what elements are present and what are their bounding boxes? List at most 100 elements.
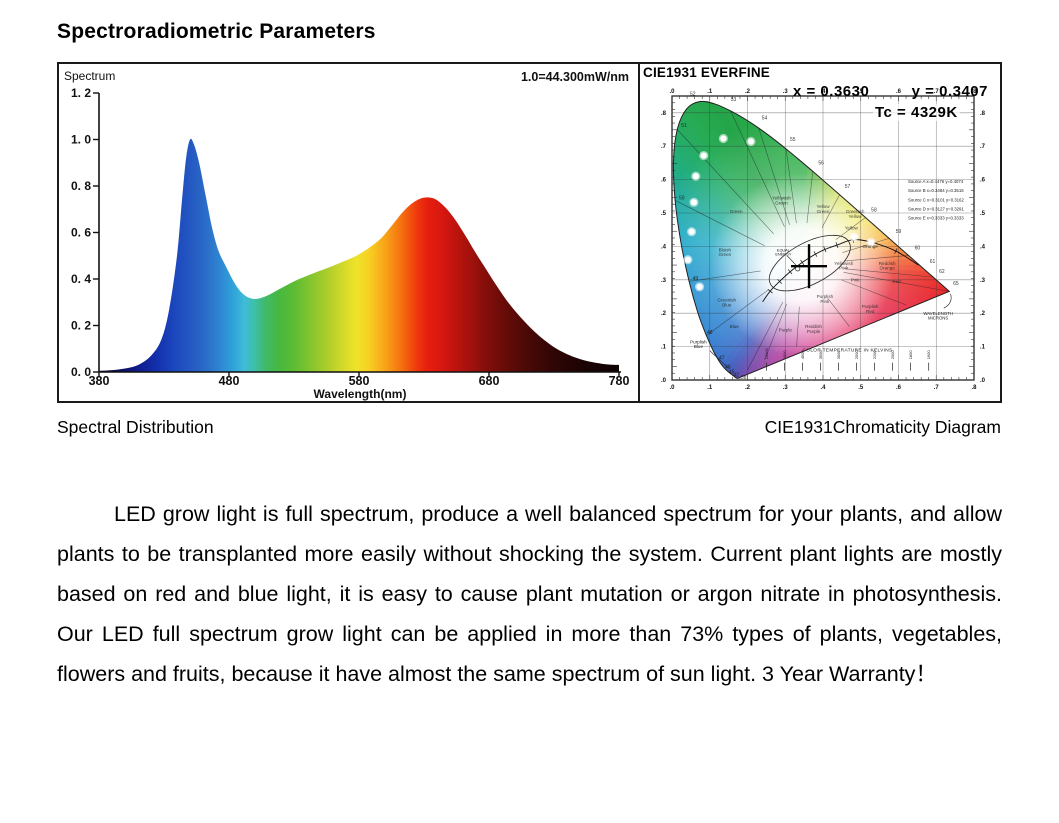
svg-text:4500: 4500 <box>800 350 805 360</box>
svg-text:.3: .3 <box>783 385 789 391</box>
svg-text:.6: .6 <box>661 178 667 184</box>
svg-text:0. 8: 0. 8 <box>71 179 91 193</box>
svg-text:50: 50 <box>679 196 685 202</box>
svg-text:Yellow: Yellow <box>845 226 859 231</box>
svg-text:Spectrum: Spectrum <box>64 69 115 83</box>
cie-tc-value: Tc = 4329K <box>873 104 960 121</box>
svg-text:10000: 10000 <box>764 347 769 359</box>
svg-text:48: 48 <box>707 330 713 336</box>
svg-text:.1: .1 <box>707 385 713 391</box>
svg-text:62: 62 <box>939 269 945 275</box>
svg-text:.5: .5 <box>980 211 986 217</box>
svg-text:1600: 1600 <box>926 350 931 360</box>
svg-text:58: 58 <box>871 207 877 213</box>
svg-text:.2: .2 <box>745 385 751 391</box>
svg-text:Wavelength(nm): Wavelength(nm) <box>314 387 407 401</box>
svg-text:2000: 2000 <box>890 350 895 360</box>
svg-text:6000: 6000 <box>782 350 787 360</box>
svg-text:.5: .5 <box>858 385 864 391</box>
svg-text:.5: .5 <box>661 211 667 217</box>
svg-text:680: 680 <box>479 374 500 388</box>
svg-text:.1: .1 <box>661 345 667 351</box>
svg-text:.1: .1 <box>980 345 986 351</box>
svg-text:.0: .0 <box>661 378 667 384</box>
svg-text:.6: .6 <box>980 178 986 184</box>
svg-text:59: 59 <box>896 229 902 235</box>
svg-text:.8: .8 <box>661 111 667 117</box>
description-paragraph: LED grow light is full spectrum, produce… <box>57 502 1002 686</box>
svg-text:55: 55 <box>790 137 796 143</box>
svg-text:580: 580 <box>349 374 370 388</box>
cie-panel: .0.0.1.1.2.2.3.3.4.4.5.5.6.6.7.7.8.8.0.0… <box>640 64 1000 401</box>
svg-text:47: 47 <box>719 355 725 361</box>
svg-text:.4: .4 <box>820 89 826 95</box>
captions-row: Spectral Distribution CIE1931Chromaticit… <box>57 417 1001 438</box>
svg-text:Orange: Orange <box>863 244 879 249</box>
svg-text:.3: .3 <box>980 278 986 284</box>
svg-text:53: 53 <box>731 97 737 103</box>
svg-text:.0: .0 <box>669 385 675 391</box>
svg-text:.0: .0 <box>669 89 675 95</box>
svg-text:.2: .2 <box>745 89 751 95</box>
svg-text:.0: .0 <box>980 378 986 384</box>
svg-text:56: 56 <box>818 161 824 167</box>
page-title: Spectroradiometric Parameters <box>57 20 376 43</box>
svg-text:Pink: Pink <box>851 277 861 282</box>
svg-text:.7: .7 <box>980 144 986 150</box>
svg-text:0. 0: 0. 0 <box>71 365 91 379</box>
svg-text:Purple: Purple <box>779 328 793 333</box>
svg-text:2500: 2500 <box>854 350 859 360</box>
svg-text:Source A x=0.4476 y=0.4074: Source A x=0.4476 y=0.4074 <box>908 179 964 184</box>
svg-text:.3: .3 <box>783 89 789 95</box>
svg-text:49: 49 <box>693 276 699 282</box>
caption-spectral: Spectral Distribution <box>57 417 214 437</box>
svg-text:.2: .2 <box>980 311 986 317</box>
svg-text:Red: Red <box>892 279 901 284</box>
svg-text:.2: .2 <box>661 311 667 317</box>
svg-text:Source D x=0.3127 y=0.3291: Source D x=0.3127 y=0.3291 <box>908 207 965 212</box>
svg-text:.3: .3 <box>661 278 667 284</box>
svg-text:380: 380 <box>89 374 110 388</box>
svg-text:65: 65 <box>953 281 959 287</box>
cie-chromaticity-chart: .0.0.1.1.2.2.3.3.4.4.5.5.6.6.7.7.8.8.0.0… <box>661 89 986 391</box>
svg-text:780: 780 <box>609 374 630 388</box>
svg-text:61: 61 <box>930 259 936 265</box>
svg-text:Blue: Blue <box>730 324 740 329</box>
svg-text:.8: .8 <box>971 89 977 95</box>
svg-text:.4: .4 <box>980 244 986 250</box>
svg-text:57: 57 <box>845 184 851 190</box>
svg-text:3000: 3000 <box>836 350 841 360</box>
svg-text:1. 0: 1. 0 <box>71 133 91 147</box>
spectral-distribution-panel: 0. 0 0. 2 0. 4 0. 6 0. 8 1. 0 1. 2 380 480 580 680… <box>59 64 640 401</box>
svg-text:2200: 2200 <box>872 350 877 360</box>
svg-text:54: 54 <box>762 115 768 121</box>
svg-text:0. 4: 0. 4 <box>71 272 91 286</box>
cie-x-value: x = 0.3630 <box>793 83 870 100</box>
svg-text:0. 2: 0. 2 <box>71 319 91 333</box>
caption-cie: CIE1931Chromaticity Diagram <box>764 417 1001 437</box>
svg-text:Source E x=0.3333 y=0.3333: Source E x=0.3333 y=0.3333 <box>908 216 964 221</box>
svg-text:.6: .6 <box>896 385 902 391</box>
svg-text:.5: .5 <box>858 89 864 95</box>
spectral-chart: 0. 0 0. 2 0. 4 0. 6 0. 8 1. 0 1. 2 380 480 580 680… <box>64 69 630 401</box>
svg-text:.4: .4 <box>820 385 826 391</box>
svg-text:51: 51 <box>681 123 687 129</box>
svg-text:0. 6: 0. 6 <box>71 226 91 240</box>
svg-text:1800: 1800 <box>908 350 913 360</box>
svg-text:Source C x=0.3101 y=0.3162: Source C x=0.3101 y=0.3162 <box>908 197 965 202</box>
svg-text:3500: 3500 <box>818 350 823 360</box>
svg-text:1.0=44.300mW/nm: 1.0=44.300mW/nm <box>521 70 629 84</box>
svg-text:1. 2: 1. 2 <box>71 86 91 100</box>
svg-text:.7: .7 <box>661 144 667 150</box>
svg-text:60: 60 <box>915 246 921 252</box>
